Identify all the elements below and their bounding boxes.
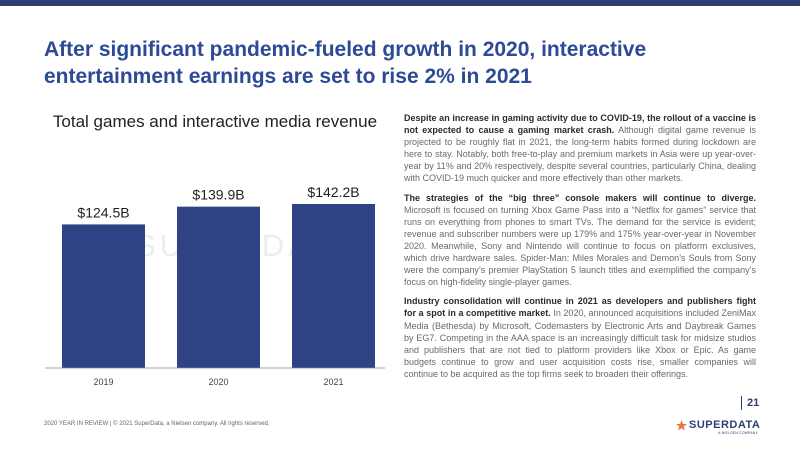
footer-text: 2020 YEAR IN REVIEW | © 2021 SuperData, … [44, 421, 270, 427]
bar-2020 [177, 206, 260, 368]
page-number: 21 [741, 396, 759, 410]
data-label-2020: $139.9B [192, 187, 244, 203]
chart-title: Total games and interactive media revenu… [52, 112, 378, 131]
brand-logo: SUPERDATA A NIELSEN COMPANY [676, 419, 766, 435]
x-tick-label-2021: 2021 [323, 377, 343, 387]
logo-subtitle: A NIELSEN COMPANY [718, 431, 758, 435]
bar-2021 [292, 204, 375, 368]
x-tick-label-2019: 2019 [93, 377, 113, 387]
paragraph: Despite an increase in gaming activity d… [404, 113, 756, 184]
bar-chart: SUPERDATA $124.5B$139.9B$142.2B 20192020… [45, 184, 385, 387]
top-accent-bar [0, 0, 800, 6]
paragraph: Industry consolidation will continue in … [404, 296, 756, 379]
page-title: After significant pandemic-fueled growth… [44, 38, 647, 88]
star-icon [676, 419, 687, 431]
data-label-2021: $142.2B [307, 184, 359, 200]
data-label-2019: $124.5B [77, 204, 129, 220]
commentary: Despite an increase in gaming activity d… [404, 112, 756, 387]
bar-2019 [62, 224, 145, 368]
paragraph: The strategies of the “big three” consol… [404, 192, 756, 288]
logo-name: SUPERDATA [689, 419, 761, 431]
x-tick-label-2020: 2020 [208, 377, 228, 387]
